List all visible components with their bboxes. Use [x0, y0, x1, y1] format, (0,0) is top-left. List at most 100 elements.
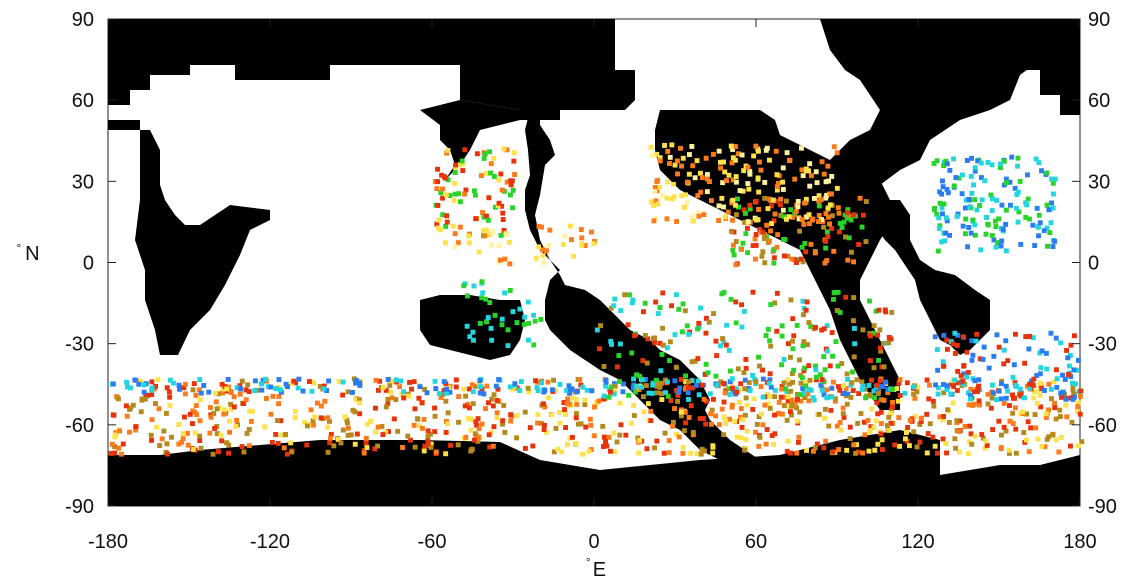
data-cell	[796, 216, 802, 222]
data-cell	[352, 409, 358, 415]
data-cell	[444, 219, 450, 225]
data-cell	[678, 413, 684, 419]
data-cell	[628, 420, 634, 426]
region-central-tropical-pacific	[436, 223, 597, 267]
data-cell	[874, 383, 880, 388]
data-cell	[985, 391, 991, 397]
data-cell	[268, 411, 274, 417]
data-cell	[508, 412, 514, 418]
data-cell	[451, 198, 457, 203]
data-cell	[315, 400, 320, 406]
data-cell	[227, 429, 232, 435]
data-cell	[966, 439, 972, 445]
data-cell	[357, 380, 363, 386]
data-cell	[565, 442, 570, 448]
data-cell	[576, 421, 581, 427]
data-cell	[783, 198, 789, 204]
data-cell	[161, 428, 167, 434]
data-cell	[818, 382, 824, 388]
data-cell	[872, 447, 878, 453]
data-cell	[652, 189, 658, 194]
data-cell	[832, 398, 838, 404]
data-cell	[779, 333, 785, 339]
data-cell	[964, 158, 970, 163]
data-cell	[743, 231, 749, 237]
data-cell	[645, 401, 651, 407]
data-cell	[825, 348, 830, 354]
data-cell	[372, 446, 378, 452]
data-cell	[983, 438, 989, 444]
data-cell	[782, 237, 788, 242]
data-cell	[614, 364, 620, 370]
data-cell	[117, 428, 123, 434]
data-cell	[452, 231, 458, 237]
data-cell	[996, 216, 1002, 222]
data-cell	[470, 389, 476, 395]
data-cell	[222, 407, 227, 413]
data-cell	[606, 394, 612, 400]
data-cell	[248, 419, 254, 424]
data-cell	[522, 314, 528, 320]
data-cell	[1030, 335, 1036, 341]
data-cell	[1038, 365, 1044, 371]
data-cell	[399, 392, 405, 397]
data-cell	[617, 379, 622, 385]
data-cell	[1036, 233, 1041, 239]
data-cell	[445, 148, 451, 153]
data-cell	[412, 444, 418, 450]
y-tick-label: -30	[65, 334, 94, 356]
data-cell	[494, 397, 500, 403]
data-cell	[871, 424, 877, 430]
data-cell	[972, 401, 977, 407]
data-cell	[1044, 436, 1050, 442]
data-cell	[991, 353, 997, 359]
data-cell	[1058, 434, 1064, 440]
data-cell	[1058, 340, 1064, 346]
data-cell	[940, 436, 946, 442]
data-cell	[670, 423, 675, 429]
data-cell	[428, 441, 434, 447]
data-cell	[848, 382, 854, 388]
data-cell	[860, 212, 866, 218]
data-cell	[792, 400, 798, 406]
data-cell	[1071, 391, 1077, 397]
data-cell	[681, 204, 687, 210]
data-cell	[858, 411, 864, 416]
data-cell	[259, 387, 265, 393]
data-cell	[1058, 390, 1064, 396]
data-cell	[442, 175, 448, 181]
data-cell	[608, 338, 614, 344]
data-cell	[703, 155, 709, 161]
data-cell	[968, 174, 974, 179]
data-cell	[611, 303, 617, 309]
data-cell	[484, 319, 489, 325]
data-cell	[128, 385, 133, 391]
data-cell	[487, 444, 493, 450]
data-cell	[331, 443, 337, 449]
data-cell	[917, 422, 923, 427]
data-cell	[244, 431, 250, 436]
data-cell	[888, 411, 893, 416]
data-cell	[747, 168, 753, 174]
data-cell	[363, 435, 369, 441]
data-cell	[501, 146, 507, 152]
data-cell	[730, 197, 736, 203]
data-cell	[153, 401, 158, 406]
data-cell	[801, 339, 807, 345]
data-cell	[942, 238, 947, 244]
data-cell	[164, 411, 169, 416]
data-cell	[483, 406, 488, 411]
data-cell	[813, 325, 818, 330]
data-cell	[311, 380, 317, 386]
data-cell	[212, 426, 218, 431]
data-cell	[972, 197, 978, 203]
data-cell	[745, 225, 750, 231]
data-cell	[141, 389, 147, 395]
data-cell	[562, 407, 567, 412]
data-cell	[993, 224, 999, 229]
data-cell	[760, 394, 766, 400]
data-cell	[667, 358, 672, 363]
data-cell	[583, 424, 589, 430]
data-cell	[566, 383, 572, 389]
data-cell	[415, 416, 421, 422]
